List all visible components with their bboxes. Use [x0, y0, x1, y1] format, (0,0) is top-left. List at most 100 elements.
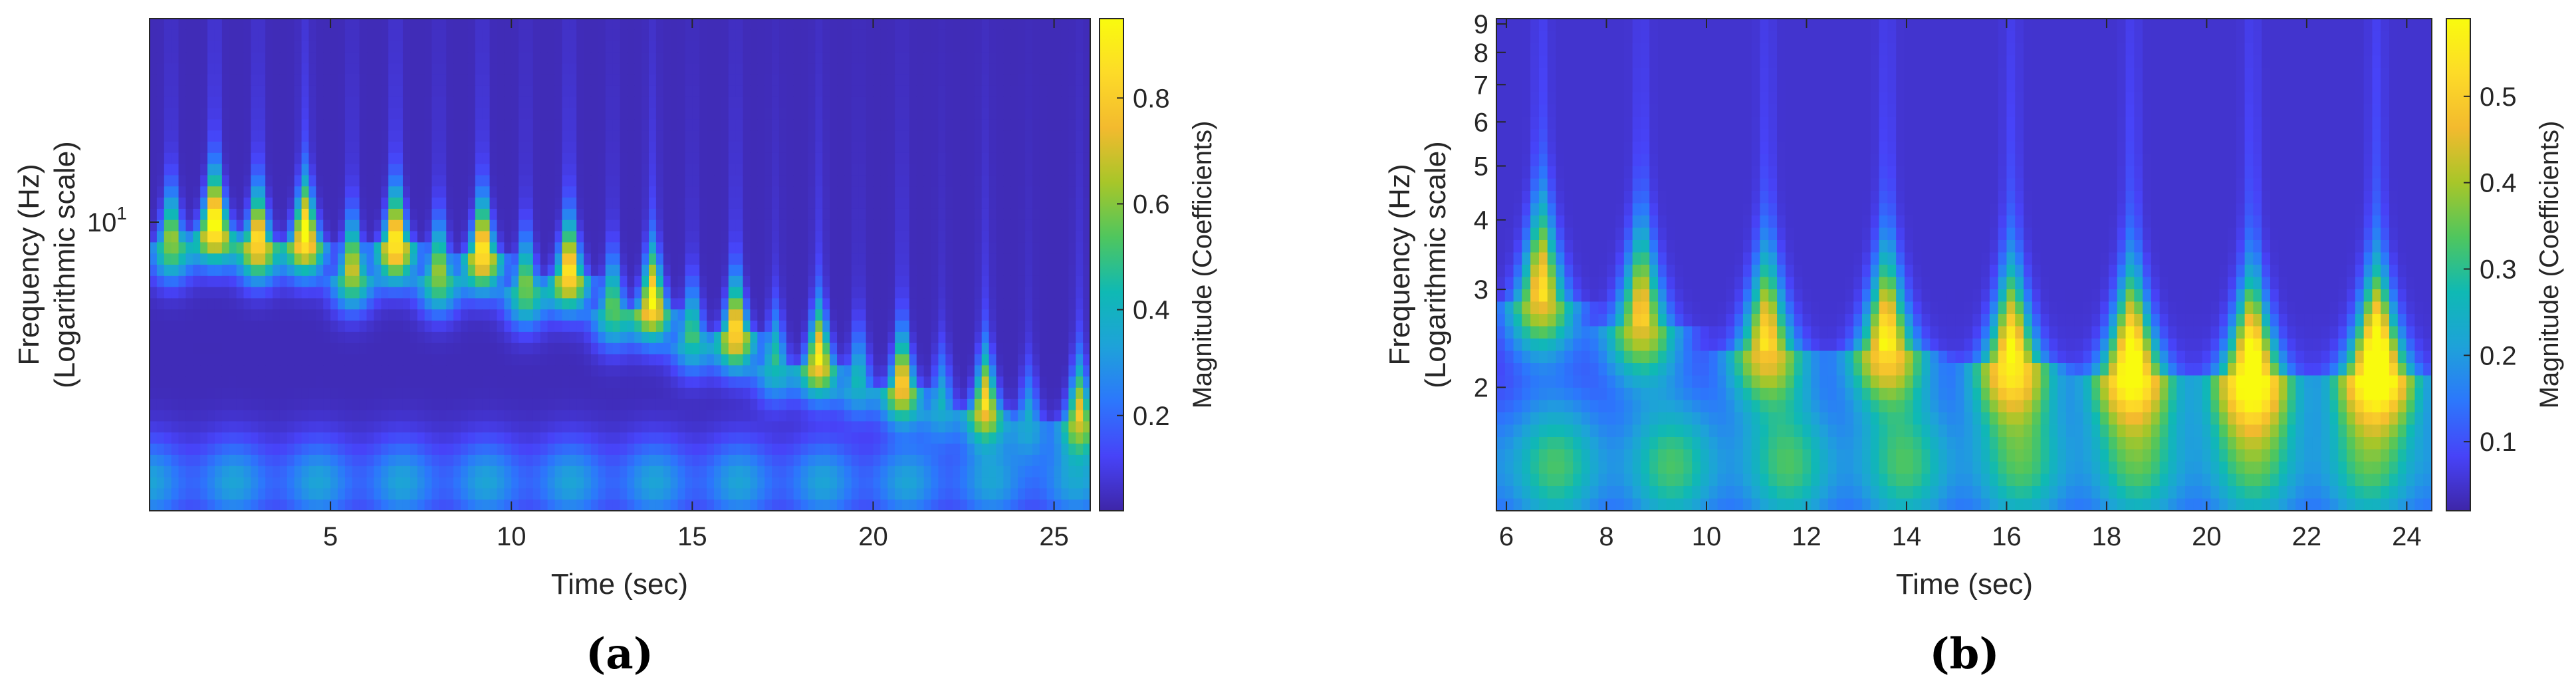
heatmap-cell: [439, 29, 447, 42]
heatmap-cell: [793, 275, 802, 288]
heatmap-cell: [388, 287, 396, 299]
heatmap-cell: [482, 253, 491, 265]
heatmap-cell: [844, 85, 852, 98]
heatmap-cell: [590, 74, 599, 86]
heatmap-cell: [207, 152, 215, 165]
heatmap-cell: [214, 208, 223, 221]
heatmap-cell: [424, 298, 433, 310]
heatmap-cell: [251, 186, 259, 198]
heatmap-cell: [945, 96, 953, 109]
heatmap-cell: [685, 152, 693, 165]
heatmap-cell: [446, 354, 454, 366]
heatmap-cell: [692, 365, 700, 377]
heatmap-cell: [598, 398, 606, 411]
heatmap-cell: [344, 287, 353, 299]
heatmap-cell: [482, 219, 491, 232]
heatmap-cell: [178, 164, 187, 176]
heatmap-cell: [366, 119, 375, 131]
heatmap-cell: [547, 164, 556, 176]
heatmap-cell: [207, 231, 215, 243]
heatmap-cell: [352, 198, 360, 209]
heatmap-cell: [786, 231, 794, 243]
heatmap-cell: [359, 376, 368, 388]
heatmap-cell: [344, 231, 353, 243]
heatmap-cell: [221, 41, 230, 53]
heatmap-cell: [388, 343, 396, 355]
heatmap-cell: [974, 242, 983, 254]
heatmap-cell: [728, 41, 737, 53]
heatmap-cell: [301, 186, 310, 198]
heatmap-cell: [938, 219, 946, 232]
heatmap-cell: [916, 96, 925, 109]
heatmap-cell: [620, 421, 628, 433]
heatmap-cell: [721, 421, 729, 433]
heatmap-cell: [576, 343, 584, 355]
heatmap-cell: [830, 421, 838, 433]
heatmap-cell: [294, 175, 302, 187]
heatmap-cell: [554, 164, 563, 176]
heatmap-cell: [352, 108, 360, 120]
heatmap-cell: [743, 242, 751, 254]
heatmap-cell: [431, 321, 439, 333]
heatmap-cell: [446, 41, 454, 53]
heatmap-cell: [417, 265, 425, 277]
heatmap-cell: [923, 164, 932, 176]
heatmap-cell: [620, 432, 628, 444]
heatmap-cell: [793, 388, 802, 400]
heatmap-cell: [1039, 29, 1048, 42]
heatmap-cell: [707, 354, 715, 366]
heatmap-cell: [287, 130, 295, 142]
heatmap-cell: [526, 198, 534, 209]
heatmap-cell: [359, 388, 368, 400]
heatmap-cell: [655, 175, 664, 187]
heatmap-cell: [1039, 175, 1048, 187]
heatmap-cell: [663, 119, 671, 131]
heatmap-cell: [923, 309, 932, 321]
heatmap-cell: [1054, 29, 1062, 42]
heatmap-cell: [439, 186, 447, 198]
heatmap-cell: [1083, 242, 1091, 254]
heatmap-cell: [1061, 432, 1069, 444]
heatmap-cell: [243, 142, 251, 154]
heatmap-cell: [808, 265, 816, 277]
heatmap-cell: [981, 331, 990, 344]
heatmap-cell: [764, 265, 772, 277]
heatmap-cell: [931, 432, 939, 444]
heatmap-cell: [692, 108, 700, 120]
heatmap-cell: [207, 164, 215, 176]
heatmap-cell: [569, 388, 577, 400]
heatmap-cell: [439, 130, 447, 142]
heatmap-cell: [778, 287, 787, 299]
heatmap-cell: [344, 142, 353, 154]
heatmap-cell: [1003, 298, 1011, 310]
heatmap-cell: [786, 175, 794, 187]
heatmap-cell: [590, 19, 599, 31]
heatmap-cell: [953, 186, 961, 198]
heatmap-cell: [374, 74, 382, 86]
heatmap-cell: [352, 298, 360, 310]
heatmap-cell: [627, 130, 635, 142]
heatmap-cell: [743, 63, 751, 75]
heatmap-cell: [844, 19, 852, 31]
heatmap-cell: [424, 365, 433, 377]
heatmap-cell: [830, 354, 838, 366]
heatmap-cell: [692, 376, 700, 388]
heatmap-cell: [236, 142, 245, 154]
heatmap-cell: [265, 19, 273, 31]
heatmap-cell: [150, 41, 158, 53]
heatmap-cell: [750, 275, 758, 288]
heatmap-cell: [338, 29, 346, 42]
heatmap-cell: [692, 198, 700, 209]
heatmap-cell: [887, 85, 895, 98]
heatmap-cell: [649, 130, 657, 142]
heatmap-cell: [504, 186, 512, 198]
heatmap-cell: [214, 343, 223, 355]
heatmap-cell: [590, 208, 599, 221]
heatmap-cell: [605, 432, 614, 444]
heatmap-cell: [808, 287, 816, 299]
heatmap-cell: [424, 130, 433, 142]
heatmap-cell: [866, 242, 874, 254]
heatmap-cell: [858, 265, 867, 277]
heatmap-cell: [171, 119, 179, 131]
heatmap-cell: [953, 152, 961, 165]
